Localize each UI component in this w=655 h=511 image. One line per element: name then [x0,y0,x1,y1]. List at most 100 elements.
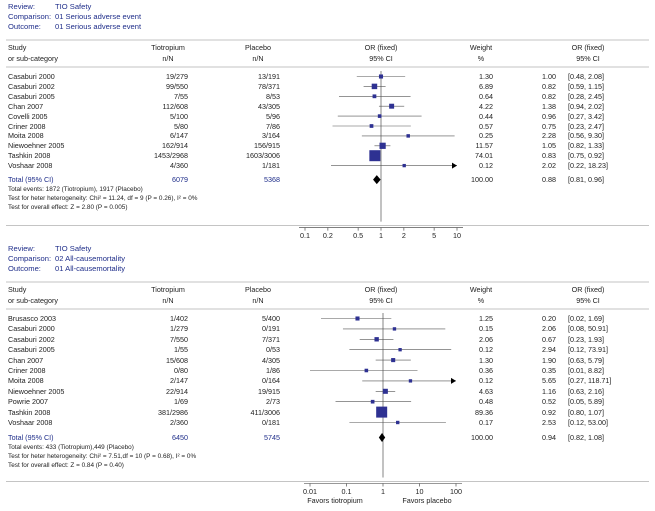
study-weight: 0.57 [479,121,493,131]
study-ci: [0.01, 8.82] [568,366,604,375]
review-value: TIO Safety [55,2,92,11]
study-name: Casaburi 2002 [8,81,55,91]
study-weight: 0.44 [479,111,493,121]
total-or: 0.94 [542,433,556,442]
total-label: Total (95% CI) [8,433,54,442]
study-tiotropium: 15/608 [166,355,188,365]
col-placebo: Placebo [245,43,271,52]
col-ci-num: 95% CI [576,54,600,63]
study-or: 0.82 [542,81,556,91]
study-name: Tashkin 2008 [8,407,51,417]
study-tiotropium: 7/55 [174,91,188,101]
study-tiotropium: 1/402 [170,314,188,323]
x-tick-label: 0.1 [341,486,352,496]
study-square [396,420,400,425]
study-name: Niewoehner 2005 [8,386,65,396]
study-or: 0.67 [542,334,556,344]
study-square [378,74,384,79]
study-or: 0.92 [542,407,556,417]
ci-arrow [451,377,456,384]
total-weight: 100.00 [471,175,493,185]
study-square [369,124,374,128]
study-square [364,368,369,373]
study-name: Casaburi 2000 [8,72,55,81]
study-placebo: 2/73 [266,397,280,407]
study-placebo: 156/915 [254,141,280,151]
study-tiotropium: 1/55 [174,345,188,355]
study-ci: [0.27, 3.42] [568,111,604,121]
col-ci-num: 95% CI [576,296,600,305]
study-placebo: 0/164 [262,376,280,386]
x-tick-label: 0.01 [303,486,317,496]
study-ci: [0.59, 1.15] [568,81,604,91]
study-ci: [0.27, 118.71] [568,376,612,386]
study-placebo: 7/371 [262,334,280,344]
study-square [369,150,381,162]
study-name: Criner 2008 [8,121,46,131]
study-name: Casaburi 2002 [8,334,55,344]
study-placebo: 43/305 [258,101,280,111]
study-square [376,406,388,418]
study-tiotropium: 112/608 [162,101,188,111]
study-or: 2.06 [542,324,556,334]
study-tiotropium: 19/279 [166,72,188,81]
study-ci: [0.80, 1.07] [568,407,604,417]
study-ci: [0.56, 9.30] [568,131,604,141]
x-tick-label: 1 [381,486,385,496]
study-or: 0.35 [542,366,556,375]
study-ci: [0.23, 1.93] [568,334,604,344]
study-placebo: 13/191 [258,72,280,81]
total-diamond [373,175,381,185]
study-square [408,379,413,383]
study-tiotropium: 1/69 [174,397,188,407]
study-name: Moita 2008 [8,376,44,386]
footnote: Total events: 1872 (Tiotropium), 1917 (P… [8,185,143,193]
favors-tiotropium-label: Favors tiotropium [307,495,363,505]
col-weight-pct: % [477,54,485,63]
study-square [370,399,375,404]
outcome-label: Outcome: [8,22,41,31]
study-weight: 0.12 [479,345,493,355]
comparison-label: Comparison: [8,12,52,21]
study-ci: [0.23, 2.47] [568,121,604,131]
study-or: 1.16 [542,386,556,396]
study-square [406,134,410,138]
study-ci: [0.05, 5.89] [568,397,604,407]
review-value: TIO Safety [55,244,92,253]
study-name: Tashkin 2008 [8,151,51,161]
col-tiotropium-nn: n/N [162,54,174,63]
study-square [371,83,378,90]
study-placebo: 5/96 [266,111,280,121]
study-ci: [0.82, 1.33] [568,141,604,151]
col-weight: Weight [469,285,493,294]
study-ci: [0.63, 5.79] [568,355,604,365]
study-or: 1.00 [542,72,556,81]
total-placebo: 5368 [264,175,280,185]
study-weight: 0.12 [479,376,493,386]
col-placebo-nn: n/N [252,296,264,305]
study-square [377,114,382,118]
outcome-value: 01 All-causemortality [55,264,126,273]
study-weight: 0.48 [479,397,493,407]
col-placebo: Placebo [245,285,271,294]
x-tick-label: 2 [401,230,406,240]
study-square [391,358,396,363]
study-weight: 74.01 [475,151,493,161]
col-or-fixed: OR (fixed) [364,285,398,294]
study-placebo: 0/181 [262,418,280,427]
study-weight: 0.64 [479,91,493,101]
study-square [355,316,360,321]
review-label: Review: [8,2,36,11]
study-placebo: 0/53 [266,345,280,355]
study-ci: [0.75, 0.92] [568,151,604,161]
study-square [392,327,397,331]
total-tiotropium: 6079 [172,175,188,185]
study-or: 1.05 [542,141,556,151]
comparison-value: 01 Serious adverse event [55,12,142,21]
study-or: 0.82 [542,91,556,101]
col-subcategory: or sub-category [8,296,58,305]
footnote: Test for overall effect: Z = 0.84 (P = 0… [8,461,124,469]
study-or: 1.90 [542,355,556,365]
study-or: 2.94 [542,345,556,355]
study-weight: 4.63 [479,386,493,396]
